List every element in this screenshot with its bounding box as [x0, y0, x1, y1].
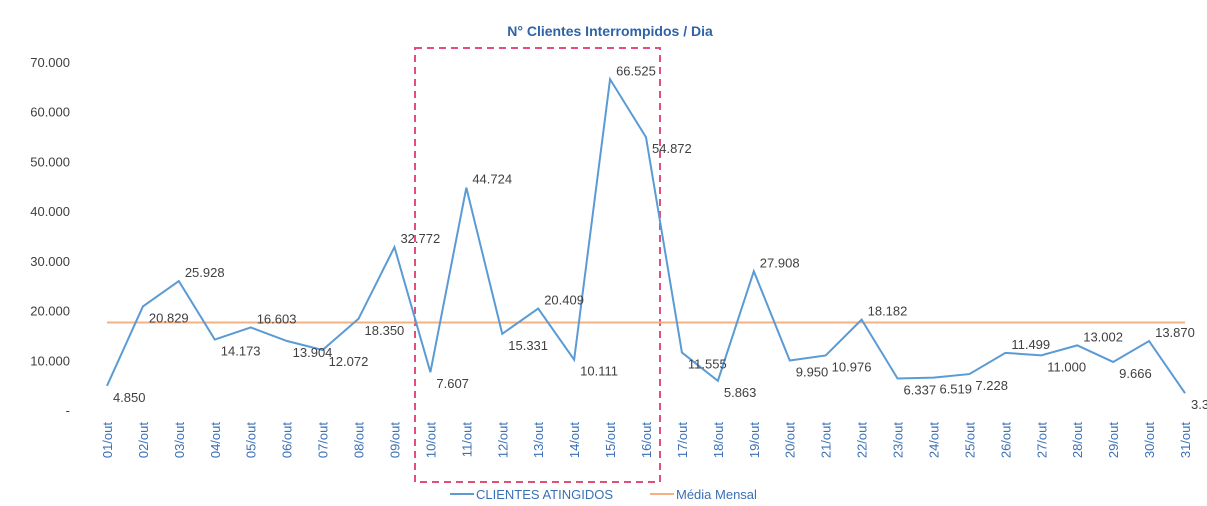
data-label: 5.863: [724, 385, 757, 400]
data-label: 10.111: [580, 364, 618, 379]
y-tick-label: -: [66, 403, 70, 418]
y-tick-label: 20.000: [30, 304, 70, 319]
chart-title: N° Clientes Interrompidos / Dia: [507, 23, 713, 39]
x-tick-label: 27/out: [1034, 422, 1049, 459]
x-tick-label: 01/out: [100, 422, 115, 459]
data-label: 11.000: [1047, 359, 1086, 374]
y-tick-label: 40.000: [30, 204, 70, 219]
x-tick-label: 08/out: [352, 422, 367, 459]
data-label: 15.331: [508, 338, 548, 353]
data-label: 3.377: [1191, 397, 1207, 412]
data-label: 14.173: [221, 344, 261, 359]
data-label: 20.409: [544, 293, 584, 308]
data-label: 44.724: [472, 172, 512, 187]
x-tick-label: 25/out: [962, 422, 977, 459]
data-label: 16.603: [257, 311, 297, 326]
data-label: 18.350: [365, 323, 405, 338]
x-tick-label: 24/out: [926, 422, 941, 459]
x-tick-label: 02/out: [136, 422, 151, 459]
data-label: 32.772: [400, 231, 440, 246]
x-tick-label: 12/out: [495, 422, 510, 459]
data-label: 13.002: [1083, 329, 1123, 344]
x-tick-label: 23/out: [891, 422, 906, 459]
x-tick-label: 15/out: [603, 422, 618, 459]
data-label: 13.904: [293, 345, 333, 360]
x-tick-label: 11/out: [459, 422, 474, 458]
data-label: 25.928: [185, 265, 225, 280]
legend-label: CLIENTES ATINGIDOS: [476, 487, 613, 502]
data-label: 4.850: [113, 390, 146, 405]
y-tick-label: 50.000: [30, 154, 70, 169]
x-tick-label: 19/out: [747, 422, 762, 459]
data-label: 13.870: [1155, 325, 1195, 340]
data-label: 18.182: [868, 304, 908, 319]
x-tick-label: 17/out: [675, 422, 690, 459]
x-tick-label: 09/out: [387, 422, 402, 459]
x-tick-label: 07/out: [316, 422, 331, 459]
x-tick-label: 28/out: [1070, 422, 1085, 459]
x-tick-label: 29/out: [1106, 422, 1121, 459]
series-line: [106, 76, 1186, 394]
data-label: 54.872: [652, 141, 692, 156]
data-label: 9.666: [1119, 366, 1152, 381]
y-tick-label: 60.000: [30, 105, 70, 120]
data-label: 12.072: [329, 354, 369, 369]
x-tick-label: 03/out: [172, 422, 187, 459]
x-tick-label: 22/out: [855, 422, 870, 459]
x-tick-label: 04/out: [208, 422, 223, 459]
x-tick-label: 30/out: [1142, 422, 1157, 459]
data-label: 27.908: [760, 255, 800, 270]
data-label: 6.519: [939, 382, 972, 397]
data-label: 66.525: [616, 63, 656, 78]
x-tick-label: 26/out: [998, 422, 1013, 459]
x-tick-label: 14/out: [567, 422, 582, 459]
x-tick-label: 21/out: [819, 422, 834, 459]
x-tick-label: 06/out: [280, 422, 295, 459]
data-label: 9.950: [796, 365, 829, 380]
x-tick-label: 20/out: [783, 422, 798, 459]
y-tick-label: 30.000: [30, 254, 70, 269]
x-tick-label: 13/out: [531, 422, 546, 459]
y-tick-label: 70.000: [30, 55, 70, 70]
data-label: 6.337: [904, 382, 937, 397]
data-label: 7.228: [975, 378, 1008, 393]
data-label: 11.499: [1011, 337, 1050, 352]
data-label: 10.976: [832, 359, 872, 374]
x-tick-label: 18/out: [711, 422, 726, 459]
data-label: 11.555: [688, 357, 727, 372]
x-tick-label: 10/out: [423, 422, 438, 459]
x-tick-label: 31/out: [1178, 422, 1193, 459]
data-label: 7.607: [436, 376, 469, 391]
x-tick-label: 16/out: [639, 422, 654, 459]
highlight-box: [414, 47, 661, 483]
data-label: 20.829: [149, 310, 189, 325]
x-tick-label: 05/out: [244, 422, 259, 459]
legend-label: Média Mensal: [676, 487, 757, 502]
y-tick-label: 10.000: [30, 353, 70, 368]
